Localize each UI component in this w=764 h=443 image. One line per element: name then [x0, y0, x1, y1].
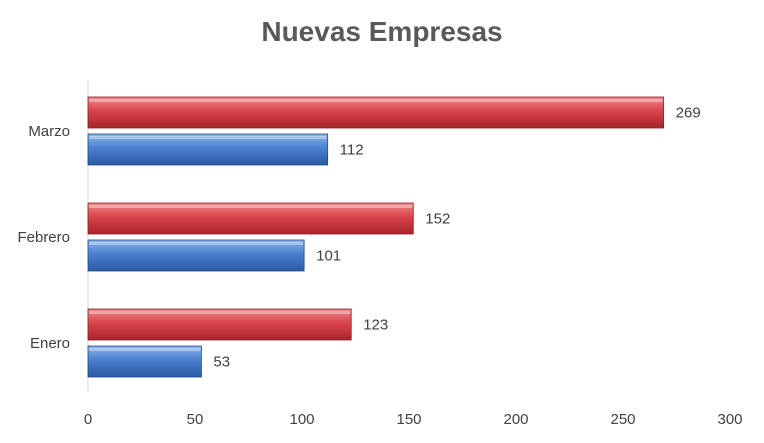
data-label-series-1-febrero: 101	[316, 248, 341, 265]
category-label-1: Febrero	[17, 229, 70, 246]
data-label-series-0-marzo: 269	[676, 105, 701, 122]
bar-series-0-febrero	[87, 202, 414, 235]
bar-series-0-marzo	[87, 96, 665, 129]
bar-highlight-0-2	[89, 99, 663, 102]
x-tick-label-2: 100	[289, 411, 314, 428]
data-label-series-0-febrero: 152	[425, 211, 450, 228]
chart-title: Nuevas Empresas	[261, 16, 503, 47]
x-tick-label-5: 250	[610, 411, 635, 428]
data-label-series-1-enero: 53	[213, 354, 230, 371]
x-tick-label-1: 50	[187, 411, 204, 428]
bar-series-1-enero	[87, 345, 202, 378]
bar-series-0-enero	[87, 308, 352, 341]
bar-highlight-0-1	[89, 205, 413, 208]
x-tick-label-4: 200	[503, 411, 528, 428]
x-tick-label-0: 0	[84, 411, 92, 428]
bar-highlight-1-2	[89, 136, 327, 139]
bar-highlight-0-0	[89, 311, 351, 314]
x-tick-label-3: 150	[396, 411, 421, 428]
bar-highlight-1-0	[89, 348, 201, 351]
category-label-0: Enero	[30, 335, 70, 352]
bar-series-1-febrero	[87, 239, 305, 272]
bar-series-1-marzo	[87, 133, 329, 166]
bar-highlight-1-1	[89, 242, 304, 245]
category-label-2: Marzo	[28, 123, 70, 140]
x-tick-label-6: 300	[717, 411, 742, 428]
data-label-series-0-enero: 123	[363, 317, 388, 334]
data-label-series-1-marzo: 112	[340, 142, 364, 159]
